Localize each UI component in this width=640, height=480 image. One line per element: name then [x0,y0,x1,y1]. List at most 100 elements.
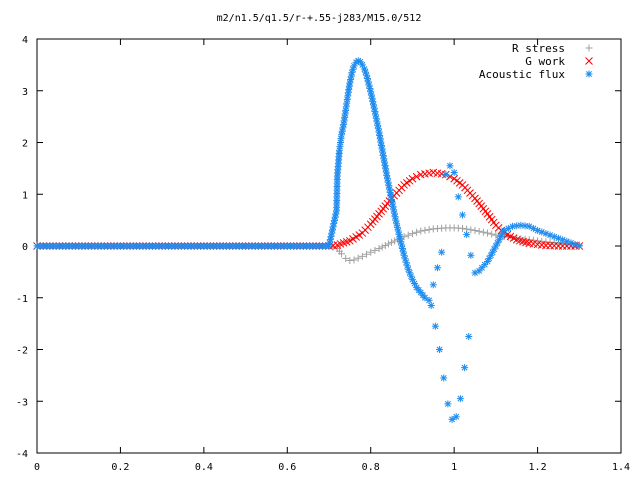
legend-marker [585,44,593,52]
data-point [350,256,358,264]
data-point [450,169,458,177]
data-point [471,226,479,234]
data-point [458,224,466,232]
data-point [465,333,473,341]
data-point [485,254,493,262]
data-point [487,251,495,259]
data-point [446,162,454,170]
y-tick-label: -3 [16,397,28,408]
data-point [408,230,416,238]
y-axis: 4 3 2 1 0 -1 -2 -3 -4 [16,35,621,460]
series-layer [33,57,584,423]
data-point [413,228,421,236]
data-point [393,223,401,231]
data-point [385,185,393,193]
data-point [342,254,350,262]
x-tick-label: 0.4 [195,462,213,473]
data-point [438,248,446,256]
data-point [378,243,386,251]
data-point [471,269,479,277]
x-tick-label: 0.8 [362,462,380,473]
data-point [399,248,407,256]
x-axis: 0 0.2 0.4 0.6 0.8 1 1.2 1.4 [34,39,630,473]
data-point [346,256,354,264]
data-point [354,254,362,262]
data-point [388,238,396,246]
data-point [425,226,433,234]
data-point [575,242,583,250]
data-point [358,252,366,260]
data-point [488,230,496,238]
data-point [463,231,471,239]
x-tick-label: 1.2 [529,462,547,473]
y-tick-label: 0 [22,242,28,253]
data-point [381,241,389,249]
data-point [433,264,441,272]
data-point [467,251,475,259]
data-point [509,222,517,230]
data-point [404,231,412,239]
legend-marker [585,70,593,78]
legend-marker [585,57,593,65]
data-point [484,229,492,237]
y-tick-label: 3 [22,87,28,98]
data-point [448,415,456,423]
data-point [542,230,550,238]
data-point [442,171,450,179]
data-point [436,346,444,353]
legend-label: G work [525,55,565,68]
data-point [336,139,344,146]
data-point [371,246,379,254]
data-point [384,240,392,248]
y-tick-label: 1 [22,190,28,201]
data-point [363,250,371,258]
data-point [343,96,351,104]
data-point [417,227,425,235]
y-tick-label: -2 [16,346,28,357]
data-point [367,248,375,256]
data-point [478,264,486,272]
data-point [456,395,464,403]
data-point [384,178,392,186]
data-point [492,231,500,239]
data-point [338,250,346,258]
y-tick-label: -4 [16,449,28,460]
x-tick-label: 0 [34,462,40,473]
data-point [475,227,483,235]
data-point [538,237,546,245]
data-point [421,294,429,302]
data-point [375,245,383,253]
data-point [440,374,448,382]
data-point [454,193,462,201]
legend-label: Acoustic flux [479,68,565,81]
data-point [421,226,429,234]
data-point [427,302,435,310]
y-tick-label: 4 [22,35,28,46]
data-point [388,195,396,203]
data-point [467,226,475,234]
x-tick-label: 1.4 [612,462,630,473]
data-point [529,236,537,244]
chart-title: m2/n1.5/q1.5/r-+.55-j283/M15.0/512 [217,13,422,24]
data-point [429,281,437,289]
data-point [452,413,460,421]
data-point [425,296,433,304]
data-point [412,172,421,181]
x-tick-label: 0.6 [278,462,296,473]
data-point [402,258,410,266]
legend-label: R stress [512,42,565,55]
data-point [499,230,507,238]
data-point [458,211,466,219]
data-point [431,322,439,330]
y-tick-label: 2 [22,139,28,150]
y-tick-label: -1 [16,294,28,305]
data-point [534,237,542,245]
x-tick-label: 0.2 [111,462,129,473]
data-point [401,255,409,263]
x-tick-label: 1 [451,462,457,473]
data-point [444,400,452,408]
data-point [400,251,408,259]
data-point [461,364,469,372]
